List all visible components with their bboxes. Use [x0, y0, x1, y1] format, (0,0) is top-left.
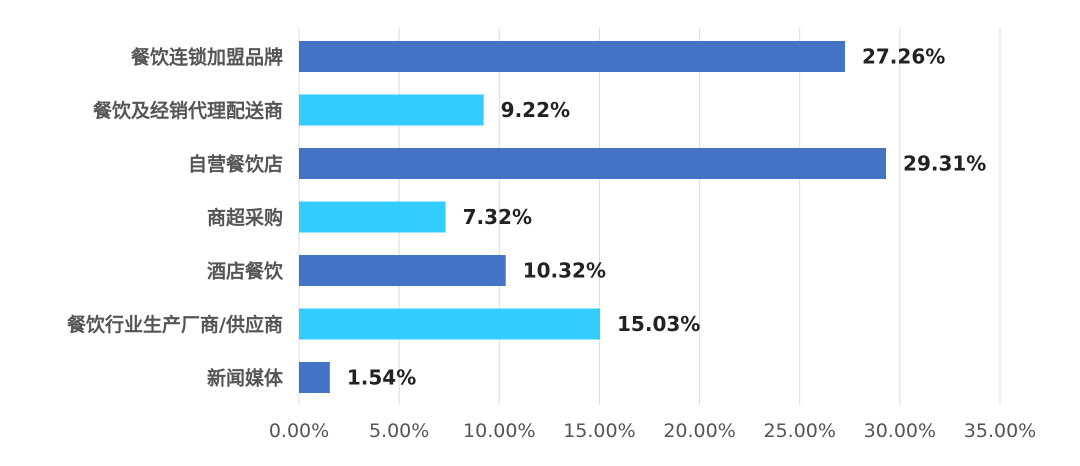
x-tick-label: 5.00% [369, 420, 429, 442]
value-label: 9.22% [501, 98, 570, 122]
bar [299, 255, 506, 286]
category-label: 新闻媒体 [207, 367, 284, 390]
x-tick-label: 25.00% [763, 420, 835, 442]
bar [299, 362, 330, 393]
value-labels: 27.26% 9.22% 29.31% 7.32% 10.32% 15.03% 1.54% [347, 45, 987, 390]
value-label: 10.32% [523, 259, 606, 283]
value-label: 29.31% [903, 152, 986, 176]
value-label: 15.03% [617, 312, 700, 336]
x-axis-ticks: 0.00% 5.00% 10.00% 15.00% 20.00% 25.00% 30.00%… [269, 420, 1036, 442]
x-tick-label: 0.00% [269, 420, 329, 442]
category-label: 餐饮连锁加盟品牌 [131, 46, 283, 69]
gridlines [298, 28, 1001, 405]
x-tick-label: 20.00% [663, 420, 735, 442]
bar [299, 41, 845, 72]
category-label: 商超采购 [207, 206, 283, 229]
category-label: 自营餐饮店 [188, 153, 283, 176]
bar [299, 308, 601, 340]
bar [299, 201, 446, 233]
bar [299, 148, 887, 179]
bars [299, 41, 887, 393]
category-label: 餐饮及经销代理配送商 [93, 99, 283, 122]
x-tick-label: 15.00% [563, 420, 635, 442]
value-label: 27.26% [862, 45, 945, 69]
x-tick-label: 30.00% [864, 420, 936, 442]
x-tick-label: 10.00% [463, 420, 535, 442]
category-label: 酒店餐饮 [207, 260, 284, 283]
category-label: 餐饮行业生产厂商/供应商 [67, 313, 283, 336]
category-labels: 餐饮连锁加盟品牌餐饮及经销代理配送商自营餐饮店商超采购酒店餐饮餐饮行业生产厂商/… [67, 46, 284, 390]
bar [299, 94, 484, 126]
value-label: 1.54% [347, 366, 416, 390]
value-label: 7.32% [463, 205, 532, 229]
x-tick-label: 35.00% [964, 420, 1036, 442]
